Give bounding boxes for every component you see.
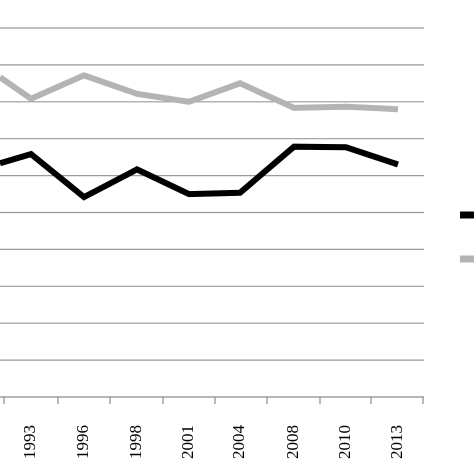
x-tick-label: 1993: [20, 425, 39, 459]
x-tick-label: 1998: [126, 425, 145, 459]
gridlines: [0, 27, 424, 361]
x-axis-tick-labels: 1993 1996 1998 2001 2004 2008 2010 2013: [20, 425, 406, 460]
x-tick-label: 2010: [335, 425, 354, 459]
axes: [0, 396, 424, 404]
x-tick-label: 1996: [73, 425, 92, 459]
x-tick-label: 2013: [387, 425, 406, 459]
x-tick-label: 2004: [229, 425, 248, 460]
x-tick-label: 2008: [283, 425, 302, 459]
series-line-1: [0, 72, 399, 113]
series-layer: [0, 72, 399, 201]
legend: [460, 211, 474, 263]
x-tick-label: 2001: [178, 425, 197, 459]
series-line-2: [0, 143, 399, 201]
